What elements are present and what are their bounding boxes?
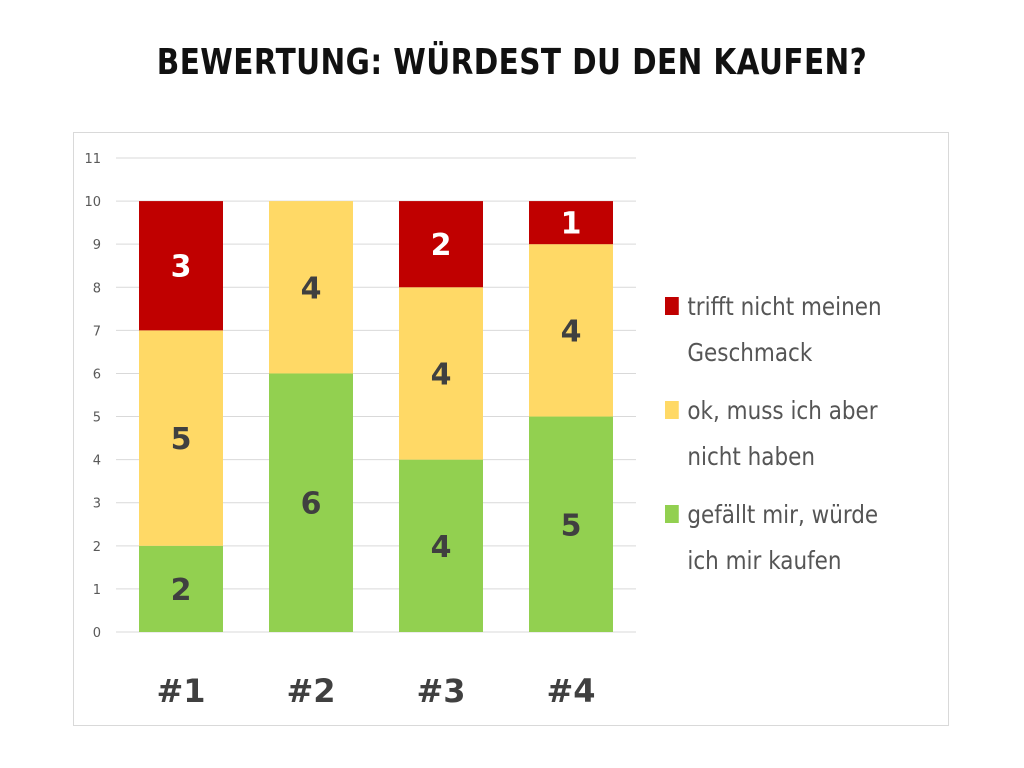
bar-segment [269,201,353,374]
y-tick-label: 5 [93,411,101,426]
y-tick-label: 7 [93,324,101,339]
legend-item-red: trifft nicht meinen Geschmack [665,284,906,376]
data-label: 4 [561,314,582,349]
data-label: 4 [431,530,452,565]
bar-segment [399,287,483,460]
y-tick-label: 1 [93,583,101,598]
chart-frame [73,132,949,726]
bar-segment [139,545,223,632]
legend-swatch-red [665,297,679,315]
data-label: 5 [561,508,582,543]
legend-item-green: gefällt mir, würde ich mir kaufen [665,492,906,584]
x-tick-label: #1 [156,672,205,710]
y-tick-label: 3 [93,497,101,512]
y-tick-label: 2 [93,540,101,555]
y-tick-label: 8 [93,281,101,296]
data-label: 2 [431,228,452,263]
x-tick-label: #3 [416,672,465,710]
y-tick-label: 9 [93,238,101,253]
chart-legend: trifft nicht meinen Geschmack ok, muss i… [665,284,945,596]
legend-item-yellow: ok, muss ich aber nicht haben [665,388,906,480]
data-label: 3 [171,250,192,285]
data-label: 1 [561,207,582,242]
data-label: 2 [171,573,192,608]
x-tick-label: #4 [546,672,595,710]
data-label: 6 [301,487,322,522]
data-label: 4 [301,271,322,306]
bar-segment [529,244,613,417]
legend-swatch-yellow [665,401,679,419]
data-label: 5 [171,422,192,457]
y-tick-label: 0 [93,626,101,641]
bar-segment [529,416,613,632]
x-tick-label: #2 [286,672,335,710]
y-tick-label: 4 [93,454,101,469]
page-title: BEWERTUNG: WÜRDEST DU DEN KAUFEN? [156,42,868,83]
bar-segment [399,201,483,288]
y-tick-label: 10 [84,195,101,210]
bar-segment [269,373,353,632]
bar-segment [139,330,223,546]
bar-segment [399,459,483,632]
bar-segment [139,201,223,331]
y-tick-label: 11 [84,152,101,167]
data-label: 4 [431,357,452,392]
legend-swatch-green [665,505,679,523]
y-tick-label: 6 [93,367,101,382]
legend-label-green: gefällt mir, würde ich mir kaufen [687,500,879,575]
legend-label-red: trifft nicht meinen Geschmack [687,292,882,367]
bar-segment [529,201,613,245]
legend-label-yellow: ok, muss ich aber nicht haben [687,396,878,471]
